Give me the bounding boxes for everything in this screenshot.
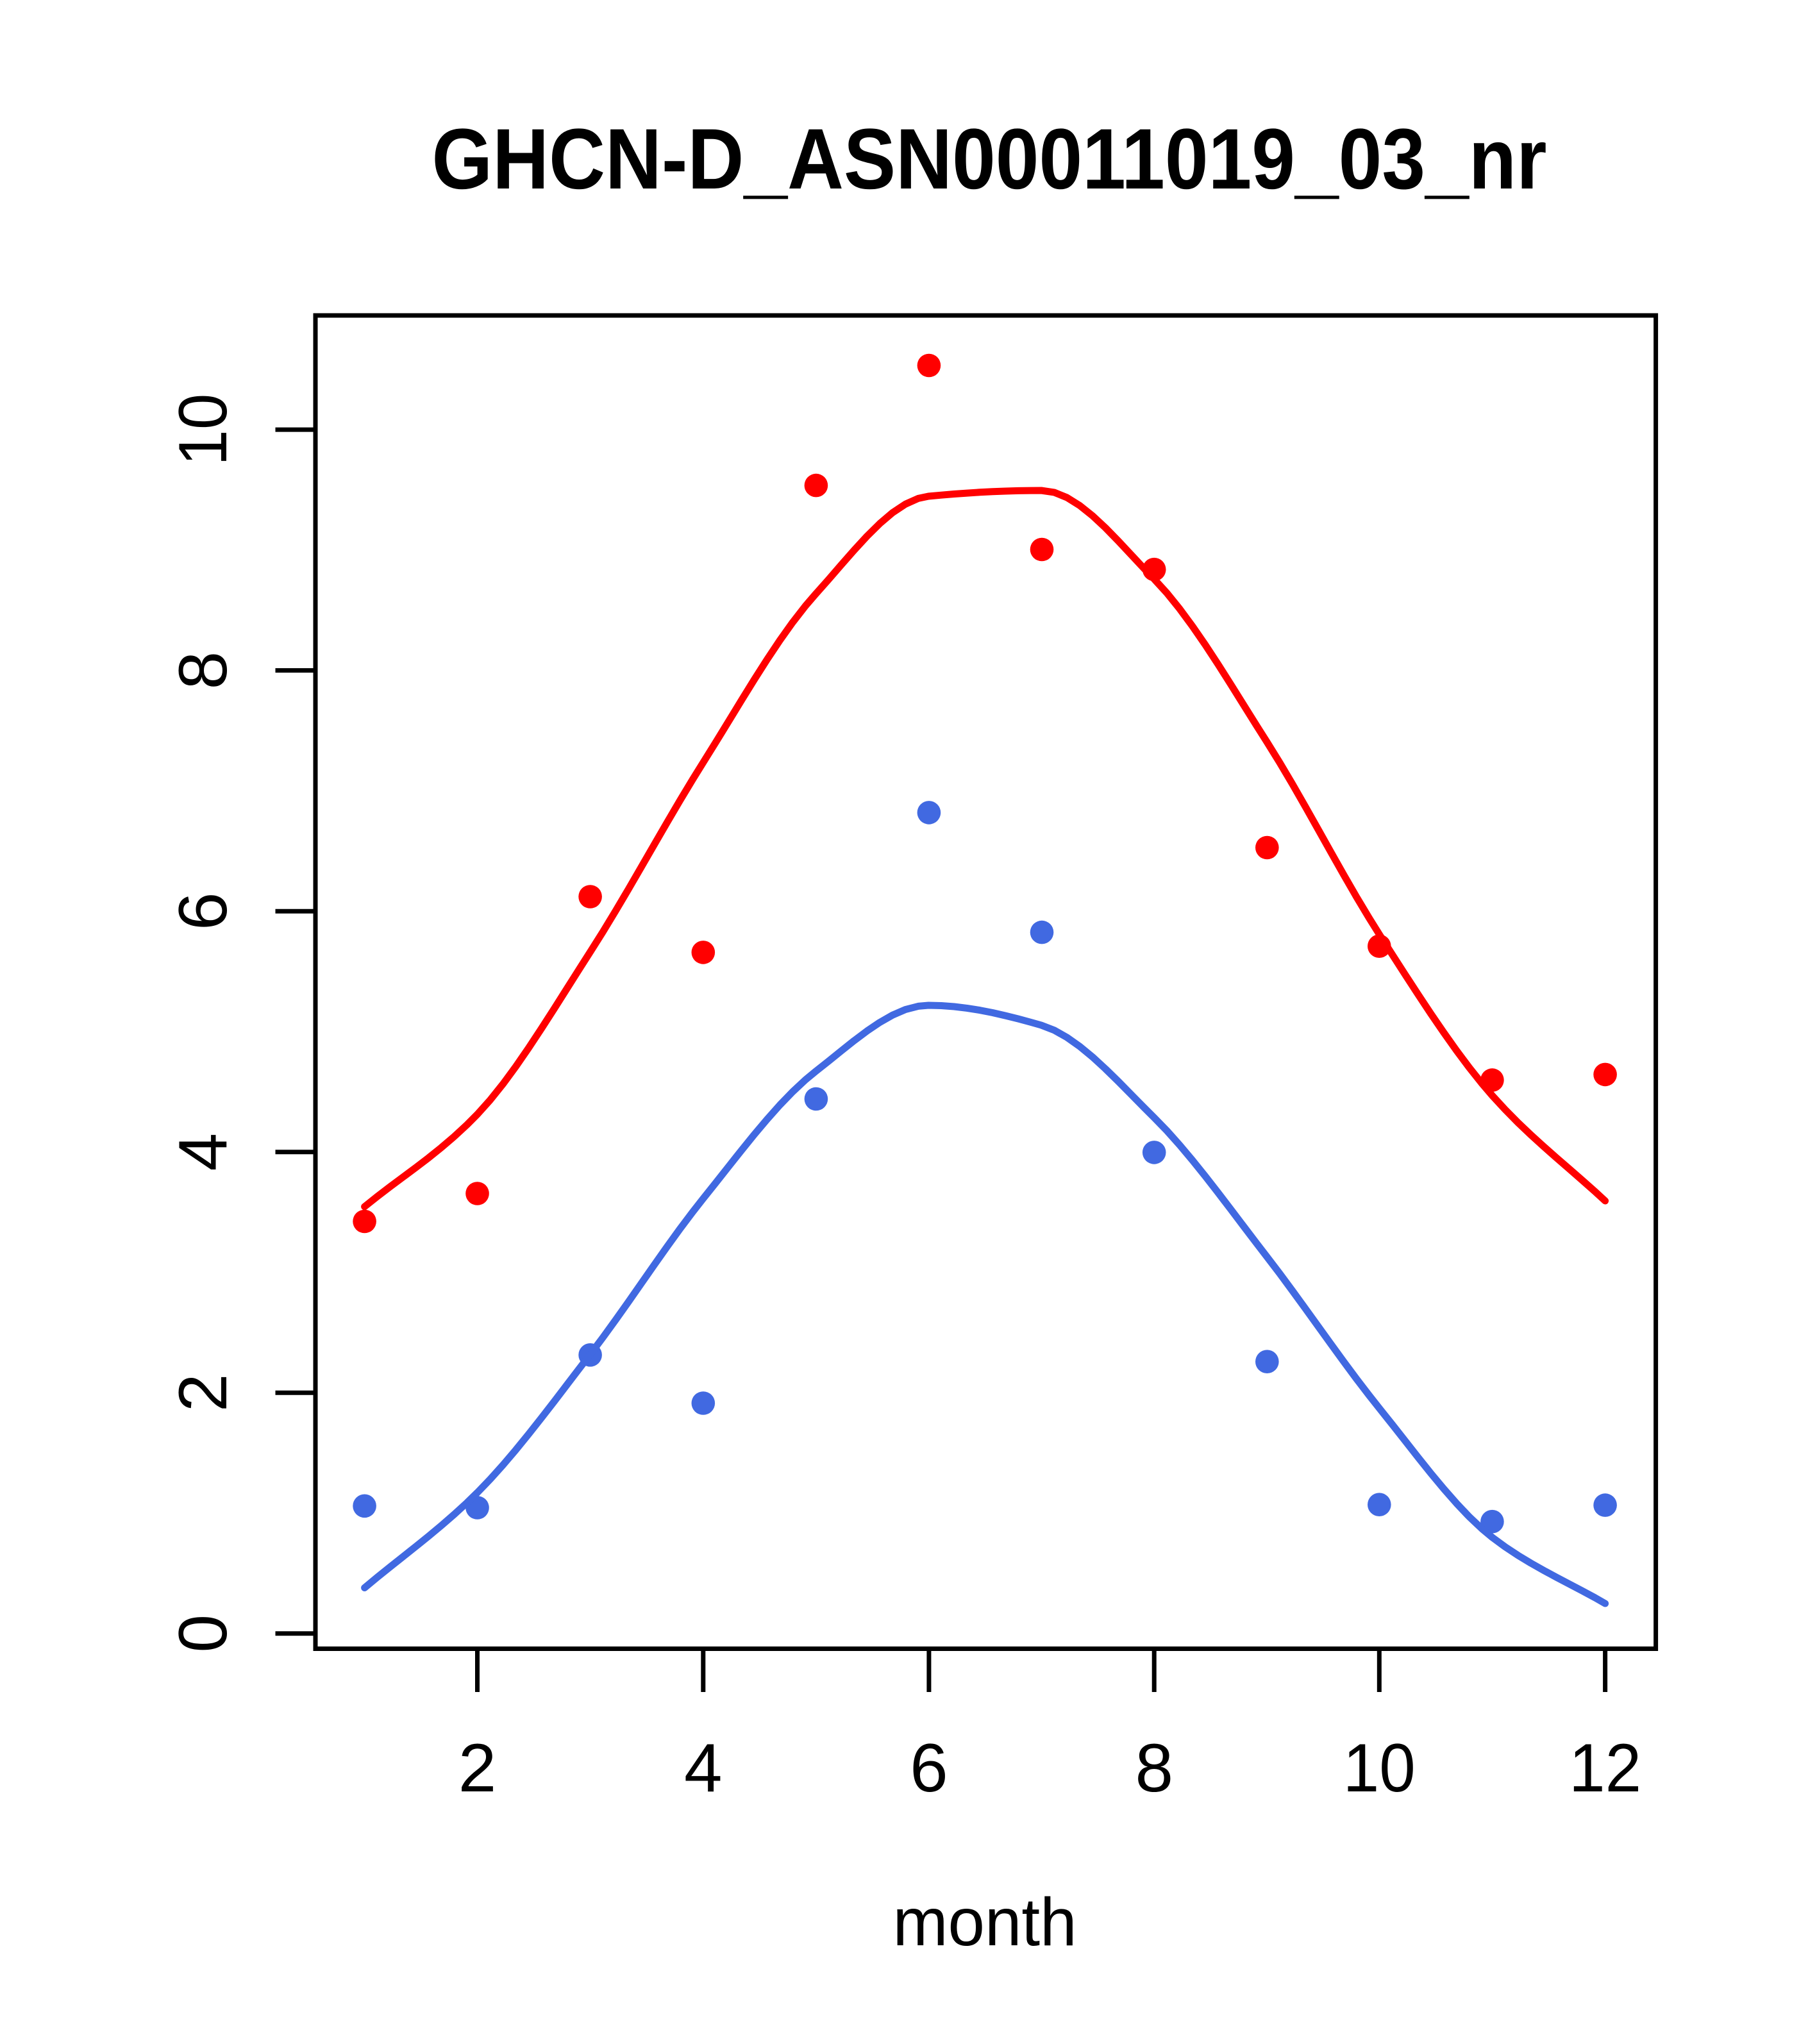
svg-text:10: 10 [164, 394, 241, 466]
svg-text:GHCN-D_ASN00011019_03_nr: GHCN-D_ASN00011019_03_nr [432, 112, 1547, 207]
svg-text:2: 2 [164, 1374, 241, 1412]
svg-text:6: 6 [910, 1729, 948, 1806]
svg-text:month: month [893, 1884, 1077, 1960]
svg-text:10: 10 [1343, 1729, 1416, 1806]
svg-text:6: 6 [164, 892, 241, 930]
svg-text:2: 2 [458, 1729, 497, 1806]
svg-text:8: 8 [1135, 1729, 1173, 1806]
svg-text:0: 0 [164, 1614, 241, 1653]
svg-text:4: 4 [164, 1133, 241, 1171]
svg-text:12: 12 [1569, 1729, 1641, 1806]
svg-text:8: 8 [164, 651, 241, 690]
svg-text:4: 4 [684, 1729, 723, 1806]
